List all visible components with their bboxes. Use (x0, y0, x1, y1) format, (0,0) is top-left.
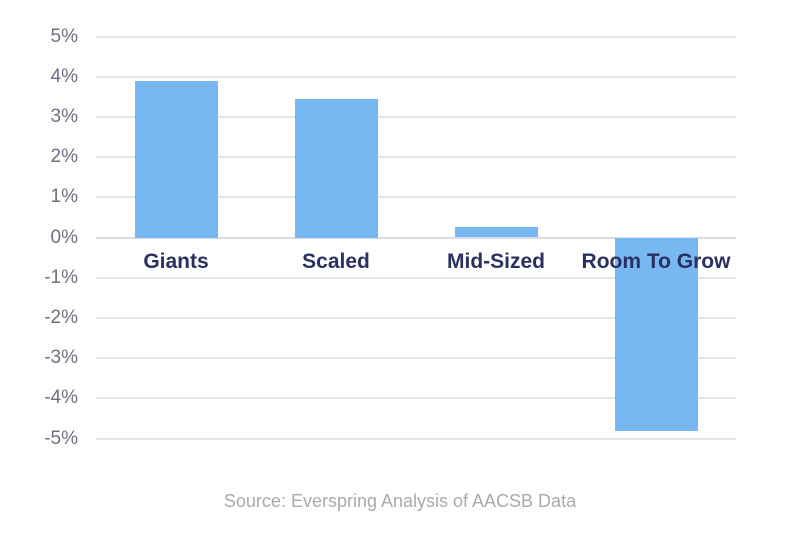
gridline (96, 317, 736, 319)
y-axis-tick-label: 5% (50, 26, 78, 47)
gridline-zero (96, 237, 736, 239)
gridline (96, 76, 736, 78)
category-label-scaled: Scaled (302, 250, 370, 273)
y-axis-tick-label: 2% (50, 146, 78, 167)
y-axis-tick-label: 1% (50, 186, 78, 207)
gridline (96, 357, 736, 359)
y-axis-tick-label: 4% (50, 66, 78, 87)
gridline (96, 156, 736, 158)
bar-mid-sized (455, 227, 538, 237)
y-axis-tick-label: 0% (50, 227, 78, 248)
bar-scaled (295, 99, 378, 238)
bar-giants (135, 81, 218, 238)
y-axis-tick-label: -5% (44, 428, 78, 449)
gridline (96, 438, 736, 440)
y-axis-tick-label: -4% (44, 387, 78, 408)
bar-room-to-grow (615, 238, 698, 431)
gridline (96, 196, 736, 198)
y-axis-tick-label: -2% (44, 307, 78, 328)
y-axis-tick-label: -1% (44, 267, 78, 288)
category-label-giants: Giants (143, 250, 209, 273)
y-axis-tick-label: 3% (50, 106, 78, 127)
y-axis-tick-label: -3% (44, 347, 78, 368)
source-caption: Source: Everspring Analysis of AACSB Dat… (223, 491, 577, 511)
gridline (96, 397, 736, 399)
category-label-room-to-grow: Room To Grow (581, 250, 731, 273)
gridline (96, 36, 736, 38)
gridline (96, 116, 736, 118)
category-label-mid-sized: Mid-Sized (447, 250, 545, 273)
gridline (96, 277, 736, 279)
